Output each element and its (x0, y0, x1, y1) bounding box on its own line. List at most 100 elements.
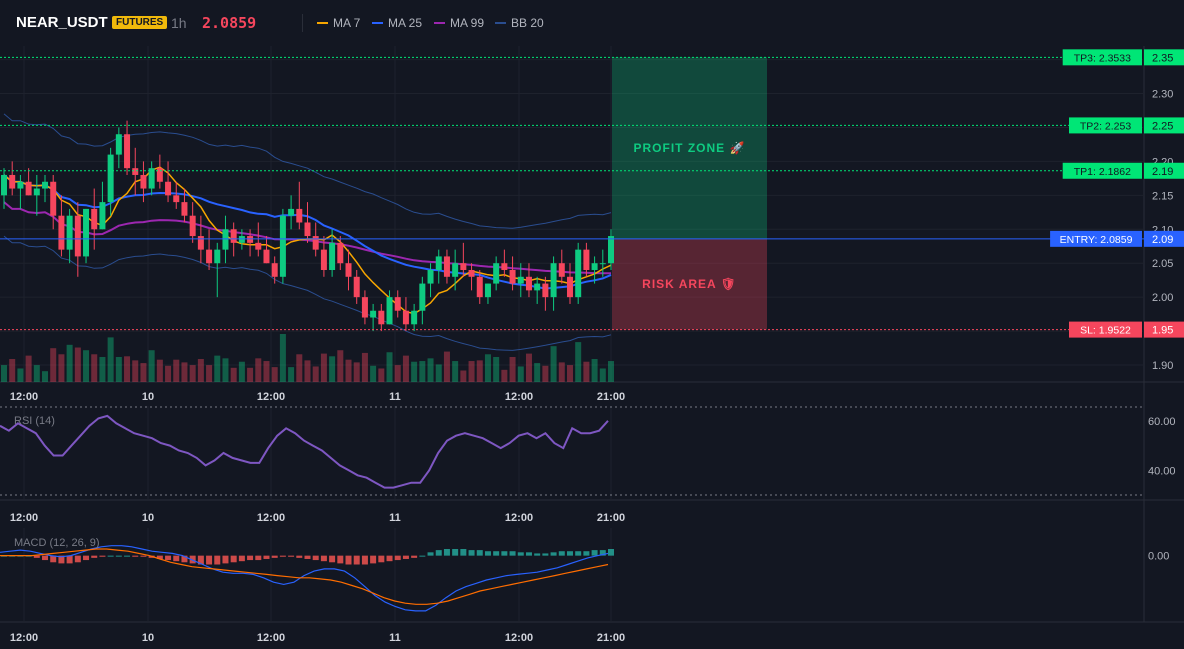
candle-body (534, 283, 541, 291)
tp-axis-label: 2.19 (1152, 166, 1173, 178)
candle (460, 242, 467, 277)
macd-histogram-bar (443, 549, 450, 556)
tp-level-tag (1062, 49, 1142, 66)
candle-body (107, 154, 114, 203)
candle (419, 276, 426, 325)
macd-line (0, 545, 609, 612)
candle (140, 161, 147, 203)
time-tick-label: 21:00 (597, 512, 625, 524)
volume-bar (66, 344, 73, 382)
candle (206, 229, 213, 270)
candle (542, 276, 549, 311)
candle (534, 276, 541, 304)
volume-bar (361, 352, 368, 382)
macd-histogram-bar (255, 555, 262, 561)
candle-body (550, 263, 557, 298)
candle-body (17, 181, 24, 189)
macd-histogram-bar (238, 555, 245, 562)
volume-bar (558, 362, 565, 382)
entry-level-label: ENTRY: 2.0859 (1060, 234, 1133, 246)
rsi-title: RSI (14) (14, 415, 55, 427)
candle-body (386, 297, 393, 325)
tp-axis-tag (1144, 49, 1184, 66)
volume-bar (58, 354, 65, 382)
macd-histogram-bar (214, 555, 221, 565)
price-tick-label: 2.05 (1152, 258, 1173, 270)
volume-bar (148, 350, 155, 382)
candle-body (279, 215, 286, 277)
candle (386, 290, 393, 325)
candle (17, 174, 24, 209)
candle (452, 249, 459, 291)
macd-histogram-bar (132, 555, 139, 557)
legend-ma99[interactable]: MA 99 (434, 16, 484, 30)
candle-body (148, 168, 155, 189)
candle (66, 208, 73, 264)
candle (91, 188, 98, 250)
profit-zone-area (612, 57, 767, 239)
symbol-name[interactable]: NEAR_USDT (16, 14, 108, 31)
candle (124, 120, 131, 175)
volume-bar (140, 363, 147, 382)
volume-bar (583, 361, 590, 382)
macd-histogram-bar (501, 551, 508, 556)
macd-histogram-bar (271, 555, 278, 558)
volume-bar (370, 365, 377, 382)
macd-tick-label: 0.00 (1148, 551, 1169, 563)
legend-ma7[interactable]: MA 7 (317, 16, 360, 30)
volume-bar (173, 359, 180, 382)
candle-body (304, 222, 311, 237)
macd-histogram-bar (542, 553, 549, 556)
volume-bar (230, 367, 237, 382)
volume-bar (156, 359, 163, 382)
macd-histogram-bar (304, 555, 311, 559)
time-tick-label: 12:00 (257, 512, 285, 524)
time-tick-label: 12:00 (10, 512, 38, 524)
macd-histogram-bar (534, 553, 541, 556)
time-tick-label: 21:00 (597, 632, 625, 644)
candle (484, 283, 491, 304)
candle-body (476, 276, 483, 298)
volume-bar (484, 354, 491, 382)
candle (591, 256, 598, 284)
timeframe-label[interactable]: 1h (171, 15, 187, 31)
volume-bar (189, 365, 196, 382)
candle-body (329, 242, 336, 270)
legend-ma25[interactable]: MA 25 (372, 16, 422, 30)
volume-bar (501, 369, 508, 382)
candle (263, 236, 270, 264)
candle (394, 290, 401, 318)
macd-histogram-bar (329, 555, 336, 563)
candle-body (165, 181, 172, 196)
candle (312, 222, 319, 257)
volume-bar (378, 368, 385, 382)
candle (9, 161, 16, 196)
volume-bar (452, 361, 459, 382)
candle (443, 249, 450, 284)
volume-bar (9, 359, 16, 382)
sl-axis-tag (1144, 321, 1184, 338)
volume-bar (468, 361, 475, 382)
legend-ma99-label: MA 99 (450, 16, 485, 30)
candle-body (484, 283, 491, 298)
volume-bar (550, 346, 557, 382)
time-tick-label: 12:00 (257, 632, 285, 644)
macd-histogram-bar (165, 555, 172, 561)
volume-bar (255, 358, 262, 382)
time-tick-label: 10 (142, 632, 154, 644)
volume-bar (419, 361, 426, 382)
legend-bb20[interactable]: BB 20 (495, 16, 544, 30)
macd-histogram-bar (411, 555, 418, 558)
volume-bar (296, 354, 303, 382)
volume-bar (345, 359, 352, 382)
candle-body (312, 236, 319, 250)
candle-body (156, 168, 163, 182)
macd-histogram-bar (353, 555, 360, 565)
candle (271, 256, 278, 284)
volume-bar (197, 359, 204, 382)
time-tick-label: 11 (389, 391, 401, 403)
candle (517, 263, 524, 298)
candle (361, 290, 368, 325)
last-price: 2.0859 (202, 14, 257, 32)
